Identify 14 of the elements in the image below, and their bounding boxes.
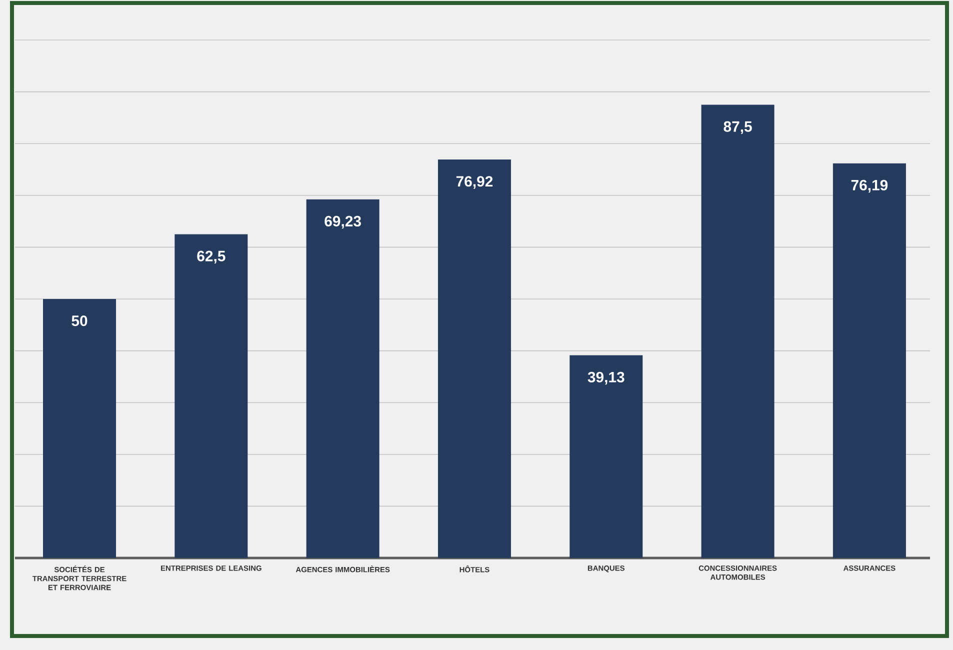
data-label: 39,13 [588,372,624,385]
bar [570,355,643,558]
bar [832,163,906,558]
bar [306,199,380,558]
data-label: 76,19 [851,180,888,193]
data-label: 76,92 [456,176,493,189]
data-label: 69,23 [324,216,361,229]
bar [43,298,116,558]
bar [174,234,248,558]
bar [438,160,511,558]
data-label: 50 [72,316,88,326]
bar [701,104,774,558]
data-label: 62,5 [197,250,226,264]
data-label: 87,5 [724,121,752,134]
